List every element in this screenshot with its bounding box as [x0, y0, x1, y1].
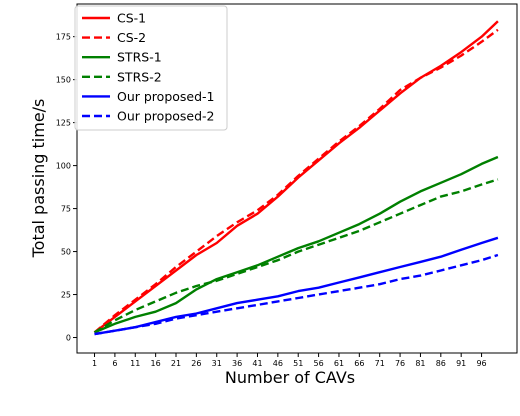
x-tick-label: 6 [112, 359, 117, 368]
series-line-cs-2 [93, 28, 499, 334]
series-lines [93, 20, 499, 336]
x-tick-label: 56 [313, 359, 323, 368]
x-tick-label: 71 [375, 359, 385, 368]
legend-entry: CS-1 [82, 11, 146, 26]
legend-label: CS-1 [117, 11, 146, 26]
y-tick-label: 25 [61, 291, 71, 300]
x-axis-ticks: 1 6 11 16 21 26 31 36 41 46 51 56 61 66 71 76 81 86 91 96 [92, 353, 487, 368]
legend: CS-1 CS-2 STRS-1 STRS-2 Our proposed-1 Our pr… [74, 5, 228, 131]
x-tick-label: 96 [476, 359, 486, 368]
x-tick-label: 31 [212, 359, 222, 368]
x-tick-label: 26 [191, 359, 201, 368]
x-tick-label: 66 [354, 359, 364, 368]
legend-entry: STRS-2 [82, 69, 162, 84]
x-tick-label: 36 [232, 359, 242, 368]
x-tick-label: 16 [151, 359, 161, 368]
plot-frame [76, 3, 518, 354]
y-tick-label: 50 [61, 248, 71, 257]
legend-label: STRS-2 [117, 69, 162, 84]
x-axis-label: Number of CAVs [225, 368, 355, 387]
x-tick-label: 51 [293, 359, 303, 368]
legend-entry: CS-2 [82, 30, 146, 45]
x-tick-label: 46 [273, 359, 283, 368]
series-line-cs-1 [93, 20, 499, 334]
y-tick-label: 75 [61, 205, 71, 214]
y-axis-label: Total passing time/s [29, 99, 48, 259]
series-line-our-proposed-1 [94, 236, 499, 336]
x-tick-label: 91 [456, 359, 466, 368]
x-tick-label: 76 [395, 359, 405, 368]
x-tick-label: 61 [334, 359, 344, 368]
x-tick-label: 86 [436, 359, 446, 368]
x-tick-label: 41 [252, 359, 262, 368]
legend-entry: STRS-1 [82, 50, 162, 65]
x-tick-label: 21 [171, 359, 181, 368]
x-tick-label: 11 [130, 359, 140, 368]
y-tick-label: 175 [56, 33, 71, 42]
y-axis-ticks: 0 25 50 75 100 125 150 175 [56, 33, 77, 343]
legend-entry: Our proposed-1 [82, 89, 215, 104]
legend-label: CS-2 [117, 30, 146, 45]
series-line-strs-2 [93, 178, 499, 334]
legend-label: Our proposed-2 [117, 109, 215, 124]
x-tick-label: 81 [415, 359, 425, 368]
series-line-strs-1 [94, 155, 499, 334]
legend-label: STRS-1 [117, 50, 162, 65]
series-line-our-proposed-2 [94, 253, 499, 336]
x-tick-label: 1 [92, 359, 97, 368]
y-tick-label: 125 [56, 119, 71, 128]
legend-items: CS-1 CS-2 STRS-1 STRS-2 Our proposed-1 Our pr… [82, 11, 215, 124]
y-tick-label: 100 [56, 162, 71, 171]
legend-label: Our proposed-1 [117, 89, 215, 104]
y-tick-label: 0 [66, 334, 71, 343]
legend-entry: Our proposed-2 [82, 109, 215, 124]
y-tick-label: 150 [56, 76, 71, 85]
legend-box [74, 5, 228, 131]
